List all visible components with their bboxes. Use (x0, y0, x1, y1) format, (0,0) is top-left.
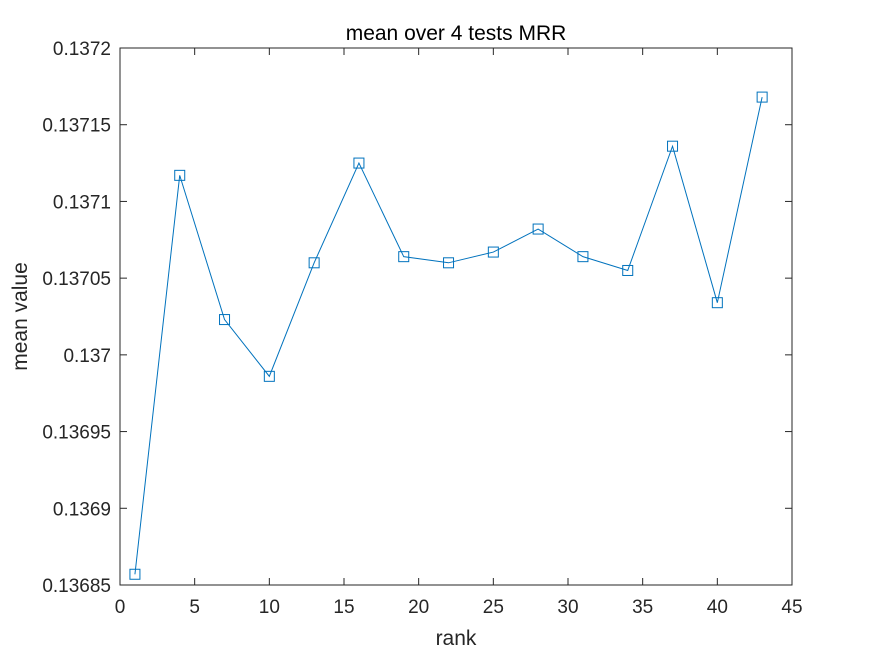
y-axis: 0.13685 0.1369 0.13695 0.137 0.13705 0.1371 0.… (42, 39, 792, 597)
data-point-marker (577, 251, 589, 263)
data-point-marker (353, 157, 365, 169)
data-point-marker (622, 264, 634, 276)
data-point-marker (667, 140, 679, 152)
y-tick-label: 0.13685 (42, 576, 111, 597)
plot-area (120, 48, 792, 585)
y-tick-label: 0.13715 (42, 116, 111, 137)
y-tick-label: 0.1372 (53, 39, 111, 60)
data-point-marker (443, 257, 455, 269)
y-tick-label: 0.137 (63, 346, 111, 367)
data-point-marker (756, 91, 768, 103)
data-point-marker (129, 568, 141, 580)
series-line (134, 96, 763, 575)
x-tick-label: 10 (259, 597, 280, 618)
x-tick-label: 35 (632, 597, 653, 618)
x-tick-label: 5 (189, 597, 200, 618)
y-axis-title: mean value (9, 262, 32, 371)
data-point-marker (174, 169, 186, 181)
chart-marks (129, 91, 768, 580)
data-point-marker (532, 223, 544, 235)
y-tick-label: 0.13695 (42, 423, 111, 444)
x-tick-label: 45 (781, 597, 802, 618)
x-tick-label: 30 (557, 597, 578, 618)
x-tick-label: 20 (408, 597, 429, 618)
axes-box (119, 47, 793, 586)
data-point-marker (263, 370, 275, 382)
y-tick-label: 0.13705 (42, 269, 111, 290)
y-tick-label: 0.1369 (53, 499, 111, 520)
chart-title: mean over 4 tests MRR (346, 22, 567, 45)
y-tick-label: 0.1371 (53, 192, 111, 213)
x-axis-title: rank (436, 627, 477, 650)
x-axis: 0 5 10 15 20 25 30 35 40 45 (115, 48, 803, 618)
x-tick-label: 25 (483, 597, 504, 618)
x-tick-label: 15 (333, 597, 354, 618)
data-point-marker (308, 257, 320, 269)
x-tick-label: 40 (707, 597, 728, 618)
data-point-marker (398, 251, 410, 263)
data-point-marker (219, 314, 231, 326)
data-point-marker (711, 297, 723, 309)
x-tick-label: 0 (115, 597, 126, 618)
data-point-marker (487, 246, 499, 258)
